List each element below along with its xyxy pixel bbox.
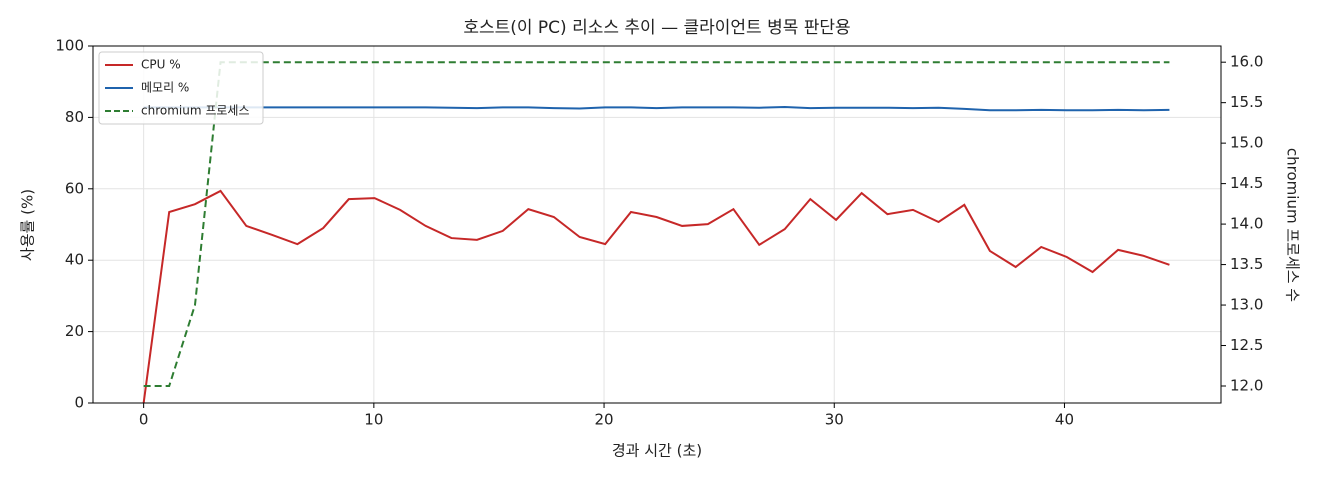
chart-title: 호스트(이 PC) 리소스 추이 — 클라이언트 병목 판단용: [463, 18, 850, 38]
y2-axis-label: chromium 프로세스 수: [1284, 148, 1302, 302]
legend-box: [98, 51, 264, 125]
legend-label: CPU %: [141, 58, 181, 72]
y-tick-label: 80: [65, 108, 84, 126]
legend-label: 메모리 %: [141, 81, 189, 95]
y-tick-label: 20: [65, 322, 84, 340]
y-axis-label: 사용률 (%): [19, 189, 37, 261]
y2-tick-label: 12.5: [1230, 336, 1263, 354]
x-tick-label: 10: [364, 411, 383, 429]
x-tick-label: 40: [1055, 411, 1074, 429]
plot-frame: [92, 45, 1222, 404]
y2-tick-label: 14.0: [1230, 215, 1263, 233]
y2-tick-label: 15.5: [1230, 93, 1263, 111]
y2-tick-label: 15.0: [1230, 134, 1263, 152]
x-axis-label: 경과 시간 (초): [612, 442, 702, 460]
y-tick-label: 0: [74, 394, 84, 412]
y-tick-label: 40: [65, 251, 84, 269]
y2-tick-label: 13.0: [1230, 296, 1263, 314]
x-tick-label: 30: [825, 411, 844, 429]
legend-label: chromium 프로세스: [141, 104, 250, 118]
y-tick-label: 60: [65, 179, 84, 197]
y2-tick-label: 16.0: [1230, 53, 1263, 71]
x-tick-label: 20: [595, 411, 614, 429]
y-tick-label: 100: [55, 37, 84, 55]
y2-tick-label: 14.5: [1230, 174, 1263, 192]
y2-tick-label: 12.0: [1230, 377, 1263, 395]
series-line: [143, 106, 1170, 112]
x-tick-label: 0: [139, 411, 149, 429]
series-line: [142, 189, 1170, 404]
y2-tick-label: 13.5: [1230, 255, 1263, 273]
